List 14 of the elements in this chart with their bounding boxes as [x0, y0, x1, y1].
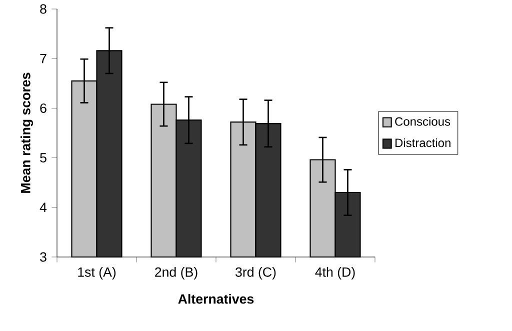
x-tick-label: 2nd (B) [155, 267, 198, 280]
legend-label: Conscious [395, 116, 450, 126]
x-tick-label: 1st (A) [78, 267, 116, 280]
y-tick-label: 7 [40, 54, 46, 64]
y-tick-label: 5 [40, 153, 46, 162]
x-axis-title: Alternatives [178, 294, 254, 304]
y-tick-label: 3 [40, 252, 46, 262]
y-axis-title: Mean rating scores [20, 72, 34, 193]
legend-label: Distraction [395, 138, 450, 148]
y-tick-label: 4 [40, 202, 47, 212]
x-tick-label: 3rd (C) [236, 267, 276, 280]
x-tick-label: 4th (D) [315, 267, 355, 280]
y-tick-label: 6 [40, 103, 46, 113]
y-tick-label: 8 [40, 4, 46, 14]
